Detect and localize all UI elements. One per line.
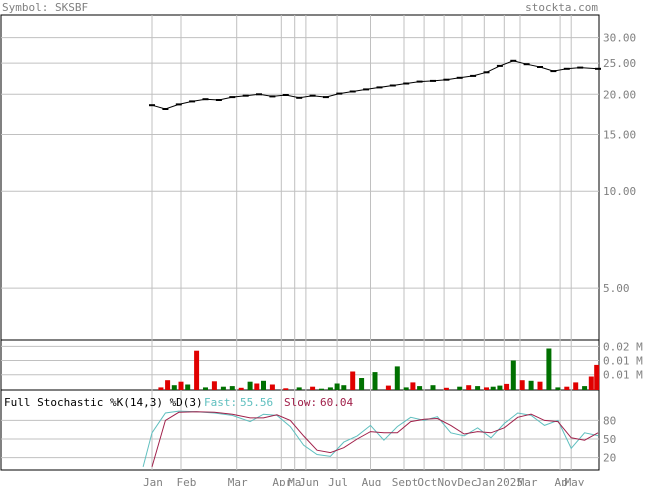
volume-bar — [443, 387, 449, 390]
volume-bar — [158, 387, 164, 390]
volume-tick-label: 0.01 M — [603, 369, 643, 382]
x-tick-label: Jun — [299, 476, 319, 486]
price-panel — [0, 14, 600, 341]
price-tick-label: 5.00 — [603, 282, 630, 295]
volume-bar — [410, 382, 416, 390]
volume-bar — [185, 384, 191, 390]
volume-bar — [588, 376, 594, 390]
volume-bar — [594, 364, 600, 390]
stochastic-series — [142, 410, 599, 468]
volume-bar — [582, 386, 588, 390]
x-tick-label: Mar — [518, 476, 538, 486]
fast-label: Fast: — [204, 396, 237, 409]
x-tick-label: Nov — [437, 476, 457, 486]
volume-bar — [504, 383, 510, 390]
axis-labels: 30.00 25.00 20.00 15.00 10.00 5.00 0.02 M 0.01 … — [143, 32, 643, 486]
slow-label: Slow: — [284, 396, 317, 409]
volume-bar — [327, 387, 333, 390]
x-tick-label: Mar — [228, 476, 248, 486]
volume-bar — [497, 385, 503, 390]
volume-bar — [573, 382, 579, 390]
x-tick-label: Ap — [554, 476, 567, 486]
slow-value: 60.04 — [320, 396, 353, 409]
grid-lines — [1, 15, 599, 470]
volume-bar — [546, 348, 552, 390]
volume-bar — [310, 386, 316, 390]
x-tick-label: Oct — [417, 476, 437, 486]
volume-bar — [403, 387, 409, 390]
site-label: stockta.com — [525, 1, 598, 14]
x-tick-label: Jan — [475, 476, 495, 486]
x-tick-label: Jan — [143, 476, 163, 486]
volume-panel — [0, 339, 600, 391]
volume-tick-label: 0.02 M — [603, 340, 643, 353]
stochastic-tick-label: 80 — [603, 414, 616, 427]
price-tick-label: 10.00 — [603, 185, 636, 198]
volume-bar — [211, 381, 217, 390]
volume-tick-label: 0.01 M — [603, 355, 643, 368]
volume-bar — [261, 380, 266, 390]
stochastic-tick-label: 20 — [603, 452, 616, 465]
volume-bar — [203, 387, 208, 390]
volume-bar — [194, 350, 200, 390]
volume-bar — [528, 380, 534, 390]
volume-bar — [220, 386, 226, 390]
volume-bar — [430, 385, 436, 390]
slow-stochastic-line — [151, 411, 599, 468]
x-tick-label: 2025 — [497, 476, 524, 486]
volume-bar — [490, 386, 496, 390]
volume-bar — [334, 383, 340, 390]
volume-bar — [283, 388, 289, 390]
volume-bar — [519, 380, 525, 390]
volume-bar — [372, 372, 378, 390]
volume-series — [158, 348, 600, 390]
volume-bar — [555, 387, 561, 390]
volume-bar — [537, 381, 543, 390]
volume-bar — [457, 386, 463, 390]
price-tick-label: 30.00 — [603, 32, 636, 45]
stochastic-title: Full Stochastic %K(14,3) %D(3) — [4, 396, 203, 409]
volume-bar — [394, 366, 400, 390]
price-series — [149, 59, 601, 110]
x-tick-label: Aug — [362, 476, 382, 486]
volume-bar — [341, 385, 347, 390]
volume-bar — [229, 386, 235, 390]
x-tick-label: Sept — [392, 476, 419, 486]
x-tick-label: Dec — [457, 476, 477, 486]
volume-bar — [484, 387, 489, 390]
volume-bar — [254, 383, 260, 390]
volume-bar — [178, 381, 184, 390]
volume-bar — [475, 386, 481, 390]
volume-bar — [247, 381, 253, 390]
volume-bar — [350, 371, 356, 390]
volume-bar — [385, 385, 391, 390]
x-tick-label: Jul — [328, 476, 348, 486]
volume-bar — [510, 360, 516, 390]
volume-bar — [165, 380, 171, 390]
symbol-label: Symbol: SKSBF — [2, 1, 88, 14]
x-tick-label: Feb — [176, 476, 196, 486]
x-tick-label: Ma — [288, 476, 301, 486]
x-tick-label: May — [565, 476, 585, 486]
fast-stochastic-line — [142, 410, 599, 468]
volume-bar — [417, 386, 423, 390]
fast-value: 55.56 — [240, 396, 273, 409]
volume-bar — [269, 384, 275, 390]
price-tick-label: 15.00 — [603, 129, 636, 142]
volume-bar — [319, 388, 324, 390]
price-line — [151, 60, 599, 110]
volume-bar — [171, 385, 177, 390]
price-tick-label: 25.00 — [603, 57, 636, 70]
volume-bar — [238, 387, 244, 390]
volume-bar — [359, 378, 365, 390]
volume-bar — [564, 386, 570, 390]
volume-bar — [466, 385, 472, 390]
x-tick-label: Apr — [272, 476, 292, 486]
volume-bar — [296, 387, 302, 390]
stochastic-tick-label: 50 — [603, 433, 616, 446]
price-tick-label: 20.00 — [603, 88, 636, 101]
